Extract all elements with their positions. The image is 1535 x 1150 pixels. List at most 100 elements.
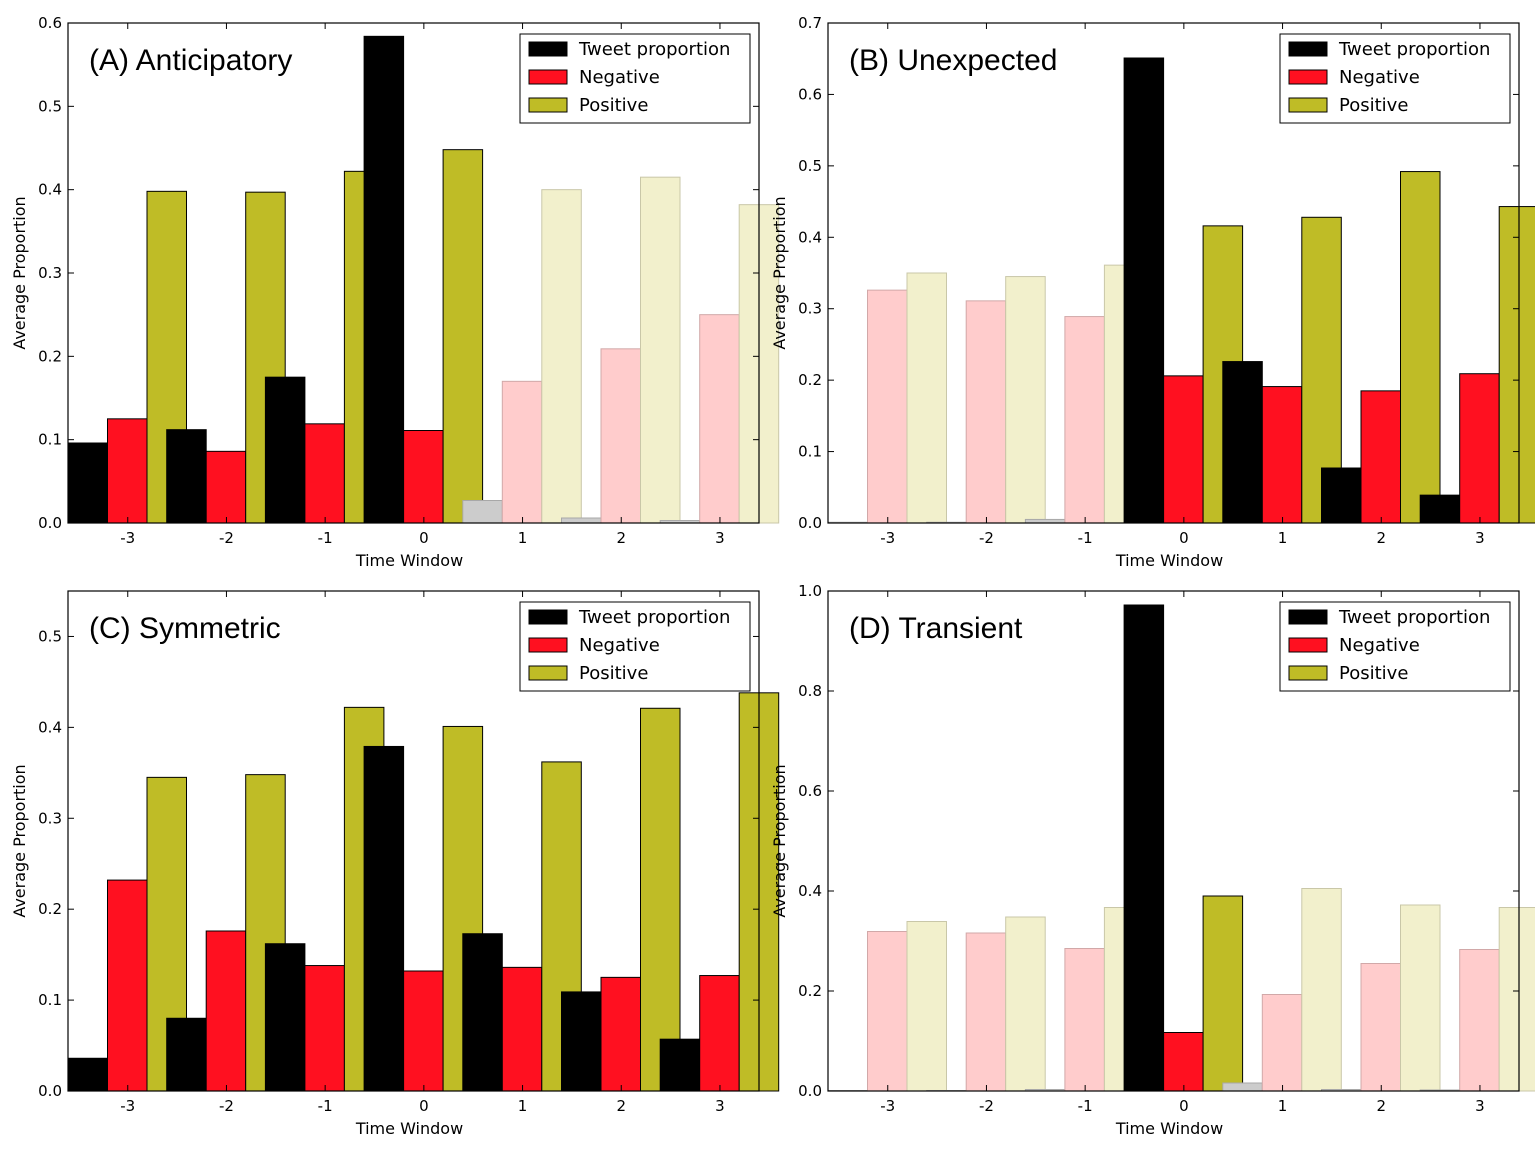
bar-negative-2 [600, 976, 641, 1092]
x-tick-label: -3 [120, 529, 135, 547]
bar-positive-2 [1400, 171, 1441, 524]
legend-label-positive: Positive [579, 95, 648, 116]
y-tick-label: 0.4 [38, 718, 62, 736]
bar-tweet--1 [264, 376, 306, 524]
bar-tweet--2 [166, 429, 207, 524]
bar-tweet-2 [561, 991, 602, 1092]
legend-swatch-tweet [528, 609, 568, 625]
y-tick-label: 0.4 [38, 181, 62, 199]
x-tick-label: 0 [1179, 529, 1189, 547]
bar-positive-3 [1498, 206, 1535, 524]
bar-tweet-0 [363, 35, 405, 524]
legend-label-positive: Positive [579, 663, 648, 684]
bar-positive--3 [906, 921, 947, 1092]
y-tick-label: 0.2 [798, 982, 822, 1000]
legend: Tweet proportion Negative Positive [519, 601, 751, 692]
bar-positive-2 [640, 707, 681, 1092]
x-axis-title: Time Window [1115, 551, 1223, 570]
bar-negative--2 [205, 450, 247, 524]
y-tick-label: 0.6 [798, 782, 822, 800]
bar-negative--3 [867, 931, 908, 1092]
x-tick-label: 2 [616, 529, 626, 547]
panel-title: (B) Unexpected [849, 44, 1057, 77]
legend: Tweet proportion Negative Positive [519, 33, 751, 124]
bar-negative--1 [304, 965, 345, 1092]
bar-tweet-1 [1222, 1082, 1263, 1092]
y-tick-label: 0.5 [38, 97, 62, 115]
panel-title: (A) Anticipatory [89, 44, 292, 77]
plot-frame [67, 590, 760, 1092]
bar-negative--2 [205, 930, 247, 1092]
bar-negative--1 [304, 423, 345, 524]
bar-positive-3 [1498, 907, 1535, 1092]
chart-panel-a: 0.0 0.1 0.2 0.3 0.4 0.5 0.6 -3 -2 -1 0 1 2 3 Time Wind… [10, 14, 780, 570]
y-tick-label: 0.5 [798, 157, 822, 175]
x-tick-label: 3 [715, 529, 725, 547]
x-tick-label: 1 [518, 529, 528, 547]
legend-label-negative: Negative [1339, 635, 1420, 656]
legend-swatch-positive [528, 97, 568, 113]
bar-positive-2 [1400, 904, 1441, 1092]
legend-label-negative: Negative [579, 635, 660, 656]
bar-negative-0 [1163, 1032, 1204, 1092]
legend-swatch-negative [1288, 637, 1328, 653]
legend-swatch-tweet [1288, 41, 1328, 57]
x-tick-label: 0 [419, 529, 429, 547]
y-tick-label: 0.8 [798, 682, 822, 700]
y-tick-label: 0.3 [38, 809, 62, 827]
chart-panel-b: 0.0 0.1 0.2 0.3 0.4 0.5 0.6 0.7 -3 -2 -1 0 1 2 3 Time W… [770, 14, 1535, 570]
legend-label-tweet: Tweet proportion [1338, 607, 1490, 628]
legend-swatch-positive [1288, 665, 1328, 681]
legend-swatch-positive [1288, 97, 1328, 113]
x-tick-label: 1 [1278, 529, 1288, 547]
bar-tweet-1 [1222, 361, 1263, 524]
bar-negative-2 [600, 348, 641, 524]
y-tick-label: 0.0 [798, 1082, 822, 1100]
legend-label-positive: Positive [1339, 95, 1408, 116]
y-tick-label: 0.1 [38, 431, 62, 449]
bar-negative-1 [1261, 994, 1303, 1092]
bar-tweet-0 [1123, 604, 1165, 1092]
y-axis-title: Average Proportion [770, 196, 789, 349]
x-tick-label: -2 [219, 1097, 234, 1115]
bar-negative-3 [699, 314, 740, 524]
panel-title: (D) Transient [849, 612, 1023, 645]
bar-negative-3 [1459, 949, 1500, 1092]
legend: Tweet proportion Negative Positive [1279, 601, 1511, 692]
plot-frame [827, 22, 1520, 524]
y-tick-label: 0.0 [38, 514, 62, 532]
legend-label-negative: Negative [579, 67, 660, 88]
bar-negative-3 [1459, 373, 1500, 524]
bar-negative-0 [403, 430, 444, 524]
y-tick-label: 0.6 [38, 14, 62, 32]
x-tick-label: -2 [979, 529, 994, 547]
bar-tweet--1 [264, 943, 306, 1092]
bar-negative--2 [965, 932, 1007, 1092]
x-tick-label: -1 [1078, 529, 1093, 547]
x-tick-label: 2 [1376, 1097, 1386, 1115]
bar-negative-2 [1360, 963, 1401, 1092]
x-tick-label: 3 [1475, 1097, 1485, 1115]
legend-swatch-negative [528, 69, 568, 85]
y-tick-label: 0.3 [38, 264, 62, 282]
x-tick-label: -2 [979, 1097, 994, 1115]
y-tick-label: 0.5 [38, 627, 62, 645]
bar-positive-1 [541, 189, 582, 524]
bar-tweet-1 [462, 933, 503, 1092]
bar-tweet-2 [1321, 467, 1362, 524]
bar-negative-1 [1261, 386, 1303, 524]
bar-negative-1 [501, 380, 543, 524]
x-tick-label: 0 [1179, 1097, 1189, 1115]
bar-negative-0 [403, 970, 444, 1092]
chart-panel-d: 0.0 0.2 0.4 0.6 0.8 1.0 -3 -2 -1 0 1 2 3 Time Window A… [770, 582, 1535, 1138]
bar-negative-0 [1163, 375, 1204, 524]
y-tick-label: 0.6 [798, 85, 822, 103]
legend-label-tweet: Tweet proportion [578, 607, 730, 628]
chart-panel-c: 0.0 0.1 0.2 0.3 0.4 0.5 -3 -2 -1 0 1 2 3 Time Window A… [10, 590, 780, 1138]
bar-positive-0 [442, 149, 484, 524]
y-tick-label: 0.2 [38, 900, 62, 918]
bar-positive--3 [906, 272, 947, 524]
y-tick-label: 0.1 [38, 991, 62, 1009]
bar-tweet--3 [67, 1057, 108, 1092]
y-axis-title: Average Proportion [770, 764, 789, 917]
